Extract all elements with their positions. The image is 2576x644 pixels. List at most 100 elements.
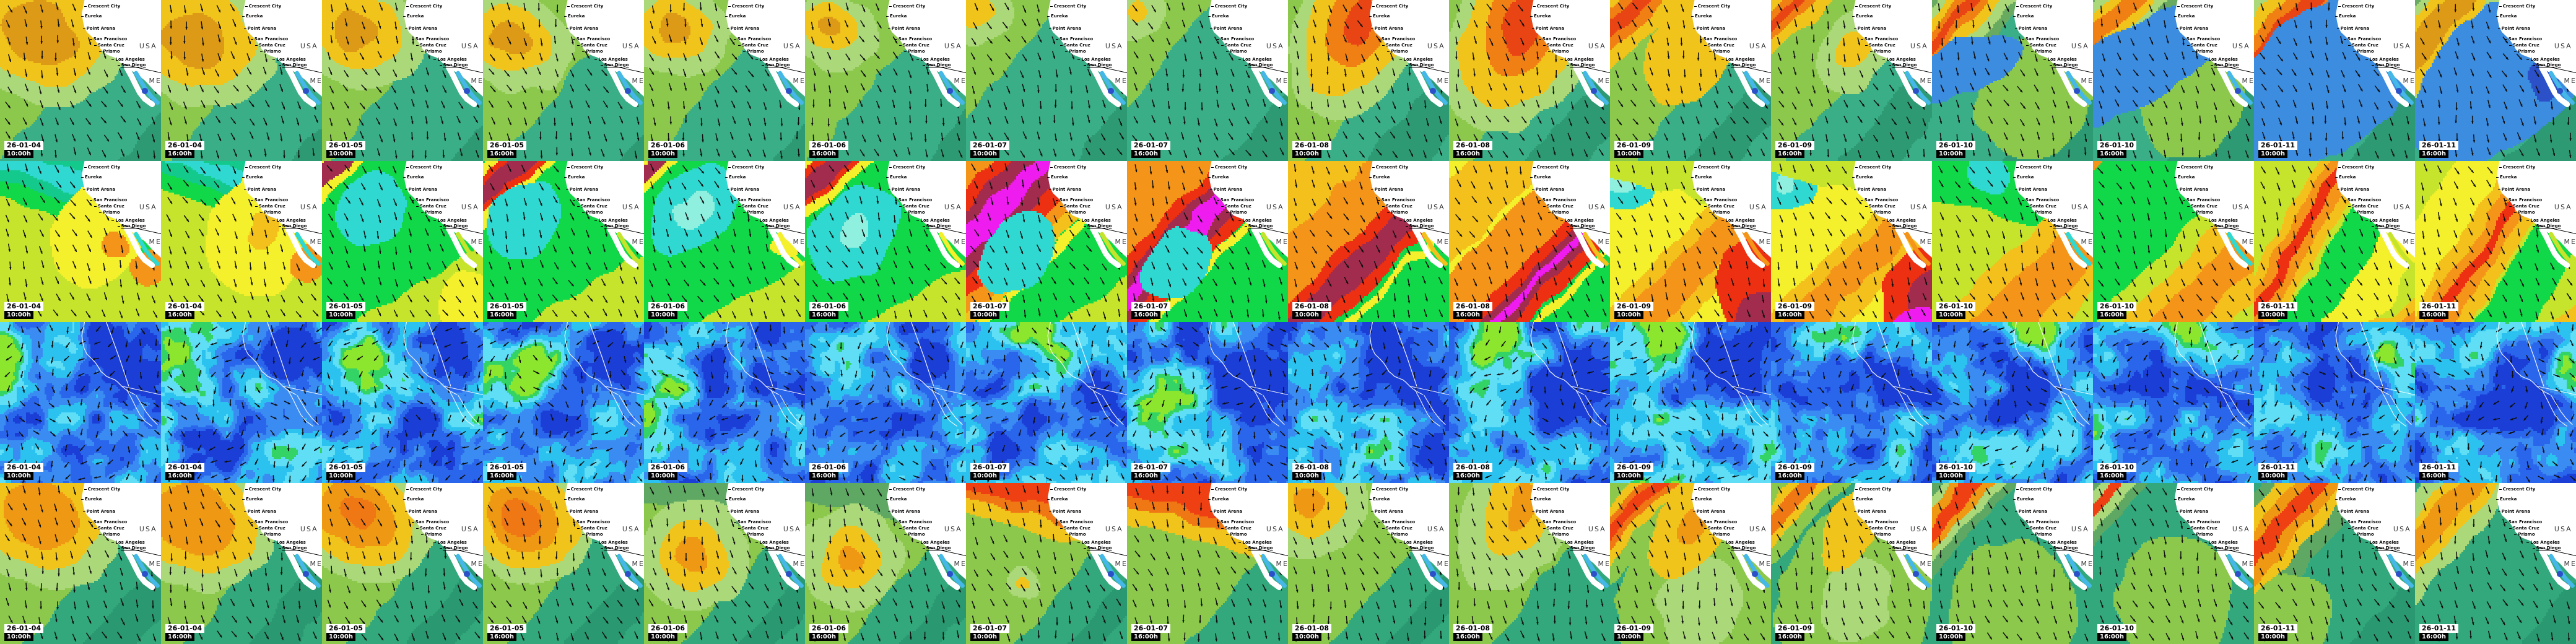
map-canvas xyxy=(1288,483,1449,644)
forecast-tile-r4c15[interactable]: 26-01-11 10:00h Crescent City Eureka Point… xyxy=(2254,483,2415,644)
forecast-tile-r3c6[interactable]: 26-01-06 16:00h xyxy=(805,322,966,483)
forecast-tile-r1c3[interactable]: 26-01-05 10:00h Crescent City Eureka Point… xyxy=(322,0,483,161)
forecast-tile-r2c9[interactable]: 26-01-08 10:00h Crescent City Eureka Point… xyxy=(1288,161,1449,322)
map-canvas xyxy=(966,483,1127,644)
forecast-tile-r1c12[interactable]: 26-01-09 16:00h Crescent City Eureka Point… xyxy=(1771,0,1932,161)
forecast-tile-r4c7[interactable]: 26-01-07 10:00h Crescent City Eureka Point… xyxy=(966,483,1127,644)
map-canvas xyxy=(2254,161,2415,322)
forecast-tile-r3c15[interactable]: 26-01-11 10:00h xyxy=(2254,322,2415,483)
map-canvas xyxy=(1449,322,1610,483)
forecast-tile-r1c8[interactable]: 26-01-07 16:00h Crescent City Eureka Point… xyxy=(1127,0,1288,161)
forecast-tile-r1c1[interactable]: 26-01-04 10:00h Crescent City Eureka Point… xyxy=(0,0,161,161)
map-canvas xyxy=(483,161,644,322)
map-canvas xyxy=(161,0,322,161)
forecast-tile-r1c15[interactable]: 26-01-11 10:00h Crescent City Eureka Point… xyxy=(2254,0,2415,161)
map-canvas xyxy=(1932,322,2093,483)
map-canvas xyxy=(1127,322,1288,483)
forecast-tile-r2c6[interactable]: 26-01-06 16:00h Crescent City Eureka Point… xyxy=(805,161,966,322)
map-canvas xyxy=(483,0,644,161)
forecast-tile-r3c14[interactable]: 26-01-10 16:00h xyxy=(2093,322,2254,483)
forecast-tile-r4c3[interactable]: 26-01-05 10:00h Crescent City Eureka Point… xyxy=(322,483,483,644)
forecast-tile-r3c5[interactable]: 26-01-06 10:00h xyxy=(644,322,805,483)
forecast-tile-r4c9[interactable]: 26-01-08 10:00h Crescent City Eureka Point… xyxy=(1288,483,1449,644)
forecast-tile-r4c5[interactable]: 26-01-06 10:00h Crescent City Eureka Point… xyxy=(644,483,805,644)
forecast-tile-r2c13[interactable]: 26-01-10 10:00h Crescent City Eureka Point… xyxy=(1932,161,2093,322)
map-canvas xyxy=(2093,161,2254,322)
forecast-tile-r3c4[interactable]: 26-01-05 16:00h xyxy=(483,322,644,483)
map-canvas xyxy=(0,0,161,161)
forecast-tile-r1c4[interactable]: 26-01-05 16:00h Crescent City Eureka Point… xyxy=(483,0,644,161)
forecast-tile-r3c7[interactable]: 26-01-07 10:00h xyxy=(966,322,1127,483)
forecast-tile-r2c15[interactable]: 26-01-11 10:00h Crescent City Eureka Point… xyxy=(2254,161,2415,322)
forecast-tile-r1c7[interactable]: 26-01-07 10:00h Crescent City Eureka Point… xyxy=(966,0,1127,161)
forecast-tile-r4c6[interactable]: 26-01-06 16:00h Crescent City Eureka Point… xyxy=(805,483,966,644)
map-canvas xyxy=(2415,161,2576,322)
map-canvas xyxy=(1127,0,1288,161)
forecast-tile-r4c12[interactable]: 26-01-09 16:00h Crescent City Eureka Point… xyxy=(1771,483,1932,644)
forecast-tile-r1c5[interactable]: 26-01-06 10:00h Crescent City Eureka Point… xyxy=(644,0,805,161)
map-canvas xyxy=(2254,483,2415,644)
map-canvas xyxy=(1288,322,1449,483)
forecast-tile-r3c10[interactable]: 26-01-08 16:00h xyxy=(1449,322,1610,483)
forecast-tile-r4c14[interactable]: 26-01-10 16:00h Crescent City Eureka Point… xyxy=(2093,483,2254,644)
forecast-tile-r1c14[interactable]: 26-01-10 16:00h Crescent City Eureka Point… xyxy=(2093,0,2254,161)
map-canvas xyxy=(1288,0,1449,161)
forecast-tile-r2c7[interactable]: 26-01-07 10:00h Crescent City Eureka Point… xyxy=(966,161,1127,322)
forecast-tile-r2c8[interactable]: 26-01-07 16:00h Crescent City Eureka Point… xyxy=(1127,161,1288,322)
map-canvas xyxy=(1449,161,1610,322)
map-canvas xyxy=(966,0,1127,161)
map-canvas xyxy=(2415,322,2576,483)
forecast-tile-r4c16[interactable]: 26-01-11 16:00h Crescent City Eureka Point… xyxy=(2415,483,2576,644)
forecast-tile-r2c4[interactable]: 26-01-05 16:00h Crescent City Eureka Point… xyxy=(483,161,644,322)
map-canvas xyxy=(2093,483,2254,644)
map-canvas xyxy=(1932,483,2093,644)
forecast-tile-r2c5[interactable]: 26-01-06 10:00h Crescent City Eureka Point… xyxy=(644,161,805,322)
map-canvas xyxy=(1610,161,1771,322)
map-canvas xyxy=(1610,322,1771,483)
map-canvas xyxy=(1771,0,1932,161)
forecast-tile-r4c13[interactable]: 26-01-10 10:00h Crescent City Eureka Point… xyxy=(1932,483,2093,644)
forecast-tile-r2c11[interactable]: 26-01-09 10:00h Crescent City Eureka Point… xyxy=(1610,161,1771,322)
forecast-tile-r3c11[interactable]: 26-01-09 10:00h xyxy=(1610,322,1771,483)
map-canvas xyxy=(1449,483,1610,644)
forecast-tile-r4c2[interactable]: 26-01-04 16:00h Crescent City Eureka Point… xyxy=(161,483,322,644)
map-canvas xyxy=(644,0,805,161)
map-canvas xyxy=(0,322,161,483)
forecast-tile-r1c16[interactable]: 26-01-11 16:00h Crescent City Eureka Point… xyxy=(2415,0,2576,161)
forecast-tile-r3c13[interactable]: 26-01-10 10:00h xyxy=(1932,322,2093,483)
forecast-tile-r1c11[interactable]: 26-01-09 10:00h Crescent City Eureka Point… xyxy=(1610,0,1771,161)
forecast-tile-r4c11[interactable]: 26-01-09 10:00h Crescent City Eureka Point… xyxy=(1610,483,1771,644)
forecast-tile-r4c1[interactable]: 26-01-04 10:00h Crescent City Eureka Point… xyxy=(0,483,161,644)
forecast-tile-r2c16[interactable]: 26-01-11 16:00h Crescent City Eureka Point… xyxy=(2415,161,2576,322)
map-canvas xyxy=(1771,483,1932,644)
forecast-tile-r3c9[interactable]: 26-01-08 10:00h xyxy=(1288,322,1449,483)
forecast-tile-r2c10[interactable]: 26-01-08 16:00h Crescent City Eureka Point… xyxy=(1449,161,1610,322)
forecast-tile-r1c2[interactable]: 26-01-04 16:00h Crescent City Eureka Point… xyxy=(161,0,322,161)
forecast-tile-r4c8[interactable]: 26-01-07 16:00h Crescent City Eureka Point… xyxy=(1127,483,1288,644)
map-canvas xyxy=(1771,161,1932,322)
forecast-tile-r4c4[interactable]: 26-01-05 16:00h Crescent City Eureka Point… xyxy=(483,483,644,644)
forecast-tile-r1c6[interactable]: 26-01-06 16:00h Crescent City Eureka Point… xyxy=(805,0,966,161)
forecast-tile-r3c3[interactable]: 26-01-05 10:00h xyxy=(322,322,483,483)
map-canvas xyxy=(2093,0,2254,161)
forecast-tile-r2c2[interactable]: 26-01-04 16:00h Crescent City Eureka Point… xyxy=(161,161,322,322)
forecast-tile-r3c16[interactable]: 26-01-11 16:00h xyxy=(2415,322,2576,483)
map-canvas xyxy=(0,483,161,644)
map-canvas xyxy=(2415,483,2576,644)
forecast-tile-r4c10[interactable]: 26-01-08 16:00h Crescent City Eureka Point… xyxy=(1449,483,1610,644)
map-canvas xyxy=(805,161,966,322)
forecast-tile-r3c8[interactable]: 26-01-07 16:00h xyxy=(1127,322,1288,483)
forecast-tile-r2c1[interactable]: 26-01-04 10:00h Crescent City Eureka Point… xyxy=(0,161,161,322)
forecast-tile-r3c2[interactable]: 26-01-04 16:00h xyxy=(161,322,322,483)
map-canvas xyxy=(644,322,805,483)
forecast-tile-r2c14[interactable]: 26-01-10 16:00h Crescent City Eureka Point… xyxy=(2093,161,2254,322)
forecast-tile-r2c12[interactable]: 26-01-09 16:00h Crescent City Eureka Point… xyxy=(1771,161,1932,322)
forecast-tile-r3c12[interactable]: 26-01-09 16:00h xyxy=(1771,322,1932,483)
forecast-tile-r1c9[interactable]: 26-01-08 10:00h Crescent City Eureka Point… xyxy=(1288,0,1449,161)
forecast-tile-r1c10[interactable]: 26-01-08 16:00h Crescent City Eureka Point… xyxy=(1449,0,1610,161)
forecast-tile-r3c1[interactable]: 26-01-04 10:00h xyxy=(0,322,161,483)
forecast-tile-r2c3[interactable]: 26-01-05 10:00h Crescent City Eureka Point… xyxy=(322,161,483,322)
map-canvas xyxy=(1449,0,1610,161)
map-canvas xyxy=(483,483,644,644)
forecast-tile-r1c13[interactable]: 26-01-10 10:00h Crescent City Eureka Point… xyxy=(1932,0,2093,161)
